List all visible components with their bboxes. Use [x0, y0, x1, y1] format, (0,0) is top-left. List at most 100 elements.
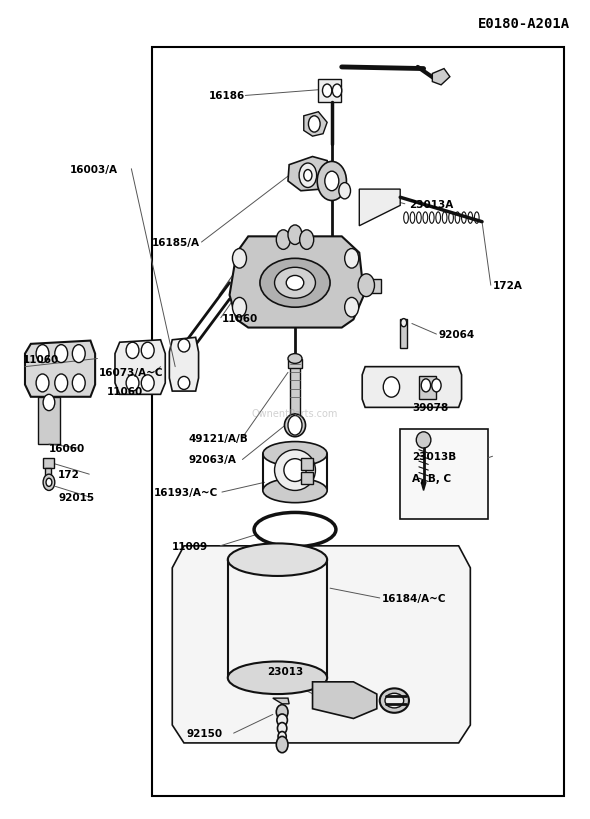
Circle shape — [276, 230, 290, 250]
Ellipse shape — [401, 319, 407, 328]
Text: 39078: 39078 — [412, 403, 448, 413]
Ellipse shape — [284, 414, 306, 437]
Polygon shape — [304, 112, 327, 137]
Circle shape — [288, 416, 302, 436]
Bar — [38, 397, 60, 445]
Ellipse shape — [36, 346, 49, 363]
Bar — [371, 279, 382, 294]
Polygon shape — [115, 341, 165, 395]
Text: A, B, C: A, B, C — [412, 473, 451, 484]
Bar — [319, 80, 340, 103]
Ellipse shape — [278, 731, 286, 741]
Text: 16060: 16060 — [48, 444, 84, 454]
Ellipse shape — [417, 432, 431, 449]
Circle shape — [232, 298, 247, 318]
Ellipse shape — [286, 276, 304, 291]
Ellipse shape — [178, 377, 190, 390]
Text: 16186: 16186 — [209, 92, 245, 102]
Ellipse shape — [260, 259, 330, 308]
Ellipse shape — [384, 378, 399, 398]
Ellipse shape — [73, 346, 85, 363]
Ellipse shape — [277, 722, 287, 734]
Text: 16184/A~C: 16184/A~C — [382, 593, 446, 604]
Text: 23013: 23013 — [267, 667, 303, 676]
Ellipse shape — [228, 662, 327, 695]
Bar — [301, 459, 313, 470]
Ellipse shape — [288, 354, 302, 364]
Bar — [42, 459, 54, 468]
Ellipse shape — [55, 374, 68, 392]
Circle shape — [304, 170, 312, 182]
Bar — [290, 359, 300, 416]
Circle shape — [309, 116, 320, 133]
Polygon shape — [172, 546, 470, 743]
Circle shape — [325, 172, 339, 192]
Ellipse shape — [228, 544, 327, 577]
Polygon shape — [169, 338, 199, 391]
Ellipse shape — [274, 268, 316, 299]
Circle shape — [421, 379, 431, 392]
Ellipse shape — [317, 162, 346, 201]
Ellipse shape — [263, 442, 327, 467]
Bar — [301, 472, 313, 484]
Text: 92063/A: 92063/A — [189, 455, 237, 465]
Bar — [419, 377, 437, 400]
Text: 49121/A/B: 49121/A/B — [189, 433, 248, 443]
Text: 11060: 11060 — [222, 314, 258, 324]
Circle shape — [288, 226, 302, 245]
Text: 23013B: 23013B — [412, 452, 456, 462]
Text: 23013A: 23013A — [409, 200, 453, 210]
Circle shape — [46, 478, 52, 486]
Polygon shape — [359, 190, 400, 227]
Circle shape — [358, 274, 375, 297]
Circle shape — [43, 474, 55, 491]
Circle shape — [345, 249, 359, 269]
Ellipse shape — [178, 340, 190, 352]
Circle shape — [300, 230, 314, 250]
Ellipse shape — [126, 343, 139, 359]
Ellipse shape — [73, 374, 85, 392]
Text: 92150: 92150 — [187, 728, 223, 738]
Circle shape — [432, 379, 441, 392]
Bar — [45, 468, 51, 476]
Text: 16003/A: 16003/A — [70, 165, 118, 174]
Text: 92064: 92064 — [438, 330, 474, 340]
Polygon shape — [313, 682, 377, 718]
Circle shape — [332, 85, 342, 98]
Ellipse shape — [385, 694, 404, 708]
Bar — [400, 430, 488, 519]
Ellipse shape — [277, 714, 287, 726]
Text: 16073/A~C: 16073/A~C — [99, 368, 163, 378]
Text: OwnentParts.com: OwnentParts.com — [252, 409, 338, 419]
Circle shape — [232, 249, 247, 269]
Circle shape — [299, 164, 317, 188]
Polygon shape — [421, 482, 426, 491]
Polygon shape — [25, 342, 95, 397]
Ellipse shape — [284, 459, 306, 482]
Ellipse shape — [141, 343, 154, 359]
Polygon shape — [230, 237, 364, 328]
Bar — [400, 320, 407, 349]
Ellipse shape — [126, 375, 139, 391]
Ellipse shape — [141, 375, 154, 391]
Polygon shape — [432, 70, 450, 86]
Circle shape — [43, 395, 55, 411]
Ellipse shape — [276, 705, 288, 719]
Polygon shape — [362, 367, 461, 408]
Ellipse shape — [274, 450, 316, 491]
Bar — [288, 359, 302, 369]
Ellipse shape — [380, 689, 409, 713]
Text: 16185/A: 16185/A — [152, 238, 200, 247]
Circle shape — [323, 85, 332, 98]
Text: 16193/A~C: 16193/A~C — [153, 487, 218, 497]
Text: 11009: 11009 — [172, 541, 208, 551]
Circle shape — [339, 183, 350, 200]
Text: 172: 172 — [58, 469, 80, 480]
Ellipse shape — [263, 478, 327, 503]
Text: E0180-A201A: E0180-A201A — [477, 17, 570, 31]
Ellipse shape — [55, 346, 68, 363]
Polygon shape — [288, 157, 330, 192]
Polygon shape — [273, 699, 289, 704]
Bar — [152, 48, 564, 796]
Text: 11060: 11060 — [23, 354, 60, 364]
